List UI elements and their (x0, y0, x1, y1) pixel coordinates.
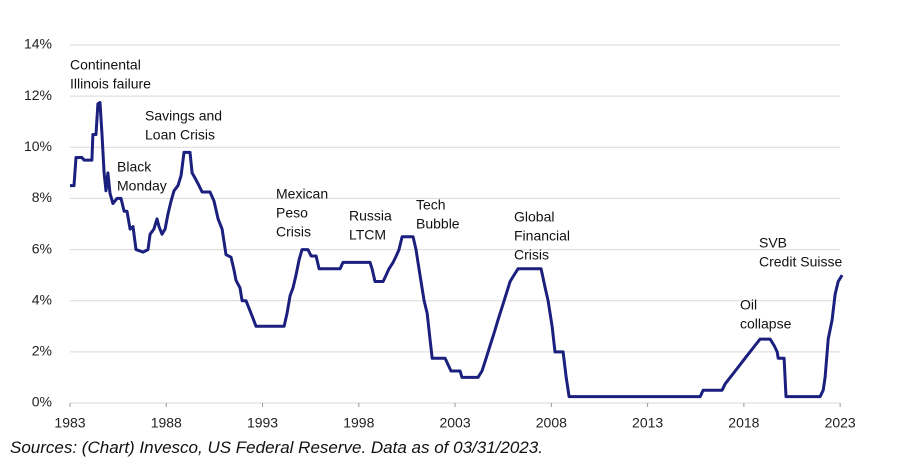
y-tick-label: 4% (32, 291, 52, 307)
x-tick-label: 2013 (632, 415, 663, 431)
annotation: collapse (740, 316, 792, 332)
annotation: Monday (117, 178, 167, 194)
annotation: Loan Crisis (145, 127, 215, 143)
annotation: Crisis (514, 247, 549, 263)
x-tick-label: 2018 (728, 415, 759, 431)
y-tick-label: 8% (32, 189, 52, 205)
x-tick-label: 2023 (825, 415, 856, 431)
annotation: Global (514, 209, 554, 225)
x-tick-label: 1988 (151, 415, 182, 431)
y-tick-label: 2% (32, 343, 52, 359)
y-tick-label: 12% (24, 87, 52, 103)
annotation: Peso (276, 205, 308, 221)
y-tick-label: 14% (24, 36, 52, 52)
annotation: Financial (514, 228, 570, 244)
x-tick-label: 1993 (247, 415, 278, 431)
annotation: Credit Suisse (759, 254, 842, 270)
y-tick-label: 0% (32, 394, 52, 410)
annotation: Black (117, 159, 152, 175)
y-tick-label: 10% (24, 138, 52, 154)
annotation: Savings and (145, 108, 222, 124)
x-tick-label: 2003 (439, 415, 470, 431)
annotation: Russia (349, 208, 392, 224)
y-tick-label: 6% (32, 240, 52, 256)
annotation: Bubble (416, 216, 460, 232)
x-tick-label: 1983 (54, 415, 85, 431)
x-tick-label: 2008 (536, 415, 567, 431)
annotation: Tech (416, 197, 446, 213)
data-line (70, 101, 844, 399)
annotation: SVB (759, 235, 787, 251)
source-note: Sources: (Chart) Invesco, US Federal Res… (10, 438, 543, 457)
chart: 0% 2% 4% 6% 8% 10% 12% 14% 1983 1988 1993 1998 2003 2… (24, 36, 856, 431)
annotation: Crisis (276, 224, 311, 240)
annotation: Mexican (276, 186, 328, 202)
x-tick-label: 1998 (343, 415, 374, 431)
annotation: Oil (740, 297, 757, 313)
annotation: Illinois failure (70, 76, 151, 92)
annotation: LTCM (349, 227, 386, 243)
annotation: Continental (70, 57, 141, 73)
